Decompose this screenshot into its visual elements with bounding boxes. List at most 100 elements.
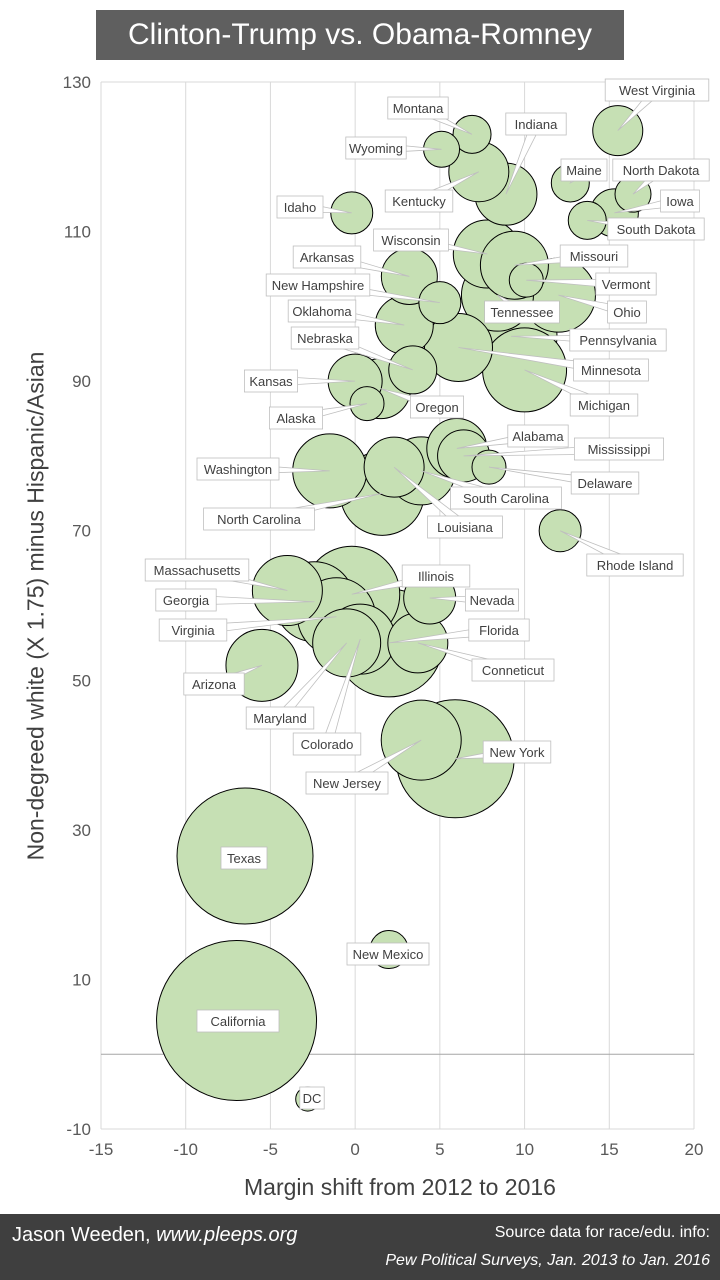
point-label: Nevada (470, 593, 516, 608)
y-tick-label: 30 (72, 821, 91, 840)
point-label: Tennessee (491, 305, 554, 320)
callout-box (507, 424, 569, 448)
point-label: Virginia (171, 623, 215, 638)
point-label: Montana (393, 101, 444, 116)
point-label: Texas (227, 851, 261, 866)
callout-box (305, 771, 389, 795)
point-label: Oklahoma (292, 304, 352, 319)
x-axis-label: Margin shift from 2012 to 2016 (244, 1174, 556, 1200)
x-tick-label: 5 (435, 1140, 444, 1159)
callout-box (560, 158, 608, 182)
callout-box (574, 437, 665, 461)
point-label: Illinois (418, 569, 455, 584)
callout-box (595, 272, 657, 296)
callout-box (287, 299, 357, 323)
point-label: Louisiana (437, 520, 493, 535)
callout-box (245, 706, 315, 730)
point-label: Michigan (578, 398, 630, 413)
author-site: www.pleeps.org (156, 1224, 298, 1246)
point-label: Conneticut (482, 663, 545, 678)
x-tick-label: 10 (515, 1140, 534, 1159)
callout-box (155, 588, 217, 612)
callout-box (203, 507, 315, 531)
callout-box (290, 326, 360, 350)
callout-box (468, 618, 530, 642)
callout-box (158, 618, 228, 642)
point-label: Indiana (515, 117, 558, 132)
callout-box (299, 1086, 325, 1110)
point-label: West Virginia (619, 83, 696, 98)
x-tick-label: 15 (600, 1140, 619, 1159)
callout-box (276, 195, 324, 219)
y-tick-label: 90 (72, 372, 91, 391)
point-label: Delaware (578, 476, 633, 491)
callout-box (345, 136, 407, 160)
callout-box (196, 1009, 280, 1033)
point-label: Georgia (163, 593, 210, 608)
callout-box (604, 78, 710, 102)
source-line-1: Source data for race/edu. info: (494, 1224, 710, 1241)
callout-box (612, 158, 710, 182)
callout-box (570, 471, 640, 495)
point-label: Arizona (192, 677, 237, 692)
point-label: Kansas (249, 374, 293, 389)
callout-box (573, 358, 649, 382)
callout-box (292, 245, 362, 269)
callout-box (268, 406, 323, 430)
callout-box (220, 846, 268, 870)
callout-box (409, 395, 464, 419)
y-tick-label: -10 (66, 1120, 91, 1139)
callout-box (505, 112, 567, 136)
point-label: Maine (566, 163, 601, 178)
callout-box (471, 658, 555, 682)
callout-box (183, 672, 245, 696)
y-tick-label: 70 (72, 522, 91, 541)
point-label: New Jersey (313, 776, 381, 791)
point-label: Arkansas (300, 250, 355, 265)
point-label: Iowa (666, 194, 694, 209)
point-label: Nebraska (297, 331, 353, 346)
point-label: Missouri (570, 249, 619, 264)
point-label: New Mexico (353, 947, 424, 962)
callout-box (144, 558, 250, 582)
callout-box (384, 189, 454, 213)
callout-box (464, 588, 519, 612)
y-axis-label: Non-degreed white (X 1.75) minus Hispani… (22, 351, 49, 861)
source-line-2: Pew Political Surveys, Jan. 2013 to Jan.… (385, 1252, 710, 1269)
callout-box (292, 732, 362, 756)
callout-box (450, 486, 562, 510)
point-label: Minnesota (581, 363, 642, 378)
callout-box (196, 457, 280, 481)
point-label: North Carolina (217, 512, 302, 527)
point-label: Massachusetts (154, 563, 241, 578)
callout-box (243, 369, 298, 393)
callout-box (607, 300, 647, 324)
callout-box (586, 553, 684, 577)
callout-box (559, 244, 629, 268)
callout-box (482, 740, 552, 764)
x-tick-label: -10 (173, 1140, 198, 1159)
point-label: DC (303, 1091, 322, 1106)
author-name: Jason Weeden, (12, 1224, 157, 1246)
chart-title: Clinton-Trump vs. Obama-Romney (96, 10, 624, 60)
point-label: South Dakota (617, 222, 697, 237)
callout-box (569, 328, 667, 352)
point-label: New York (490, 745, 545, 760)
point-label: Maryland (253, 711, 306, 726)
point-label: Alabama (512, 429, 564, 444)
point-label: Wyoming (349, 141, 403, 156)
callout-box (373, 228, 449, 252)
callout-box (265, 273, 371, 297)
y-tick-label: 110 (64, 223, 91, 242)
x-tick-label: 20 (685, 1140, 704, 1159)
callout-box (660, 189, 700, 213)
callout-box (569, 393, 639, 417)
point-label: South Carolina (463, 491, 550, 506)
x-tick-label: -15 (89, 1140, 114, 1159)
point-label: Pennsylvania (579, 333, 657, 348)
point-label: Idaho (284, 200, 317, 215)
callout-box (427, 515, 503, 539)
point-label: Rhode Island (597, 558, 674, 573)
callout-box (607, 217, 705, 241)
